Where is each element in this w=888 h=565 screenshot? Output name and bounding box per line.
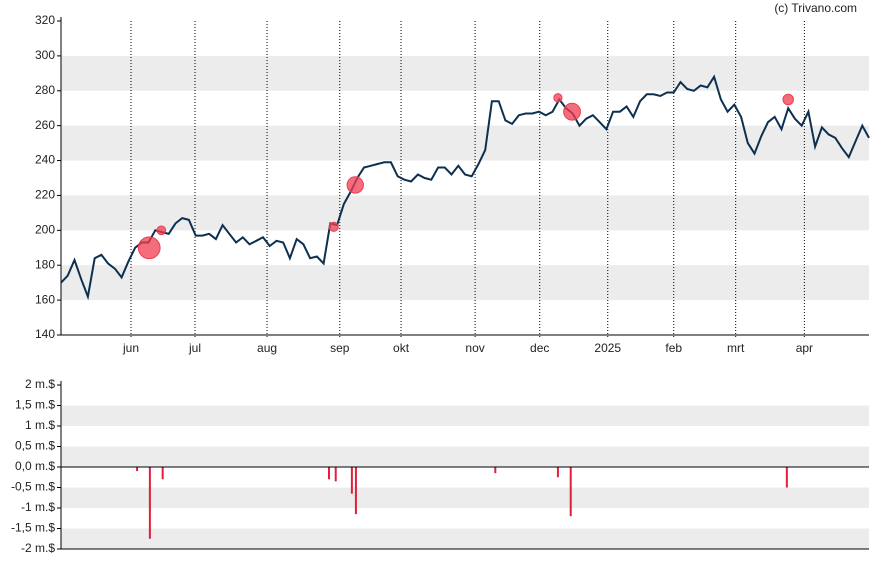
y-tick-label: 320 bbox=[35, 13, 55, 27]
y-tick-label: 300 bbox=[35, 48, 55, 62]
bar bbox=[569, 467, 572, 517]
x-tick-label: apr bbox=[796, 341, 813, 355]
y-tick-label: -2 m.$ bbox=[21, 541, 55, 555]
grid-band bbox=[61, 528, 869, 549]
credit: (c) Trivano.com bbox=[774, 1, 857, 15]
y-tick-label: 280 bbox=[35, 83, 55, 97]
x-tick-label: mrt bbox=[727, 341, 745, 355]
bar bbox=[327, 467, 330, 480]
trade-marker bbox=[156, 225, 167, 236]
trade-marker bbox=[137, 236, 161, 260]
x-tick-label: okt bbox=[393, 341, 410, 355]
bar bbox=[148, 467, 151, 539]
trade-marker bbox=[346, 176, 364, 194]
y-tick-label: 220 bbox=[35, 188, 55, 202]
bar bbox=[556, 467, 559, 478]
x-tick-label: feb bbox=[665, 341, 682, 355]
y-tick-label: 2 m.$ bbox=[25, 377, 55, 391]
grid-band bbox=[61, 487, 869, 508]
grid-band bbox=[61, 195, 869, 231]
grid-band bbox=[61, 405, 869, 426]
grid-band bbox=[61, 265, 869, 301]
bar bbox=[350, 467, 353, 494]
x-tick-label: jul bbox=[188, 341, 201, 355]
y-tick-label: 1,5 m.$ bbox=[15, 398, 55, 412]
y-tick-label: 1 m.$ bbox=[25, 418, 55, 432]
bar bbox=[334, 467, 337, 482]
y-tick-label: 240 bbox=[35, 153, 55, 167]
grid-band bbox=[61, 446, 869, 467]
y-tick-label: -1,5 m.$ bbox=[11, 521, 55, 535]
bar bbox=[136, 467, 139, 472]
bar bbox=[161, 467, 164, 480]
x-tick-label: dec bbox=[530, 341, 549, 355]
x-tick-label: sep bbox=[330, 341, 350, 355]
price-line bbox=[60, 74, 870, 301]
trade-marker bbox=[563, 102, 581, 121]
grid-band bbox=[61, 55, 869, 91]
y-tick-label: -0,5 m.$ bbox=[11, 480, 55, 494]
y-tick-label: 0,5 m.$ bbox=[15, 439, 55, 453]
bar bbox=[785, 467, 788, 488]
y-tick-label: 200 bbox=[35, 223, 55, 237]
y-tick-label: 0,0 m.$ bbox=[15, 459, 55, 473]
x-tick-label: aug bbox=[257, 341, 277, 355]
y-tick-label: 160 bbox=[35, 292, 55, 306]
y-tick-label: 140 bbox=[35, 327, 55, 341]
x-tick-label: jun bbox=[122, 341, 139, 355]
x-tick-label: nov bbox=[465, 341, 484, 355]
trade-marker bbox=[328, 221, 339, 232]
y-tick-label: 260 bbox=[35, 118, 55, 132]
grid-band bbox=[61, 125, 869, 161]
trade-marker bbox=[553, 93, 563, 103]
bar bbox=[494, 467, 497, 474]
y-tick-label: -1 m.$ bbox=[21, 500, 55, 514]
trade-marker bbox=[782, 93, 794, 106]
bar bbox=[354, 467, 357, 515]
y-tick-label: 180 bbox=[35, 257, 55, 271]
x-tick-label: 2025 bbox=[594, 341, 621, 355]
